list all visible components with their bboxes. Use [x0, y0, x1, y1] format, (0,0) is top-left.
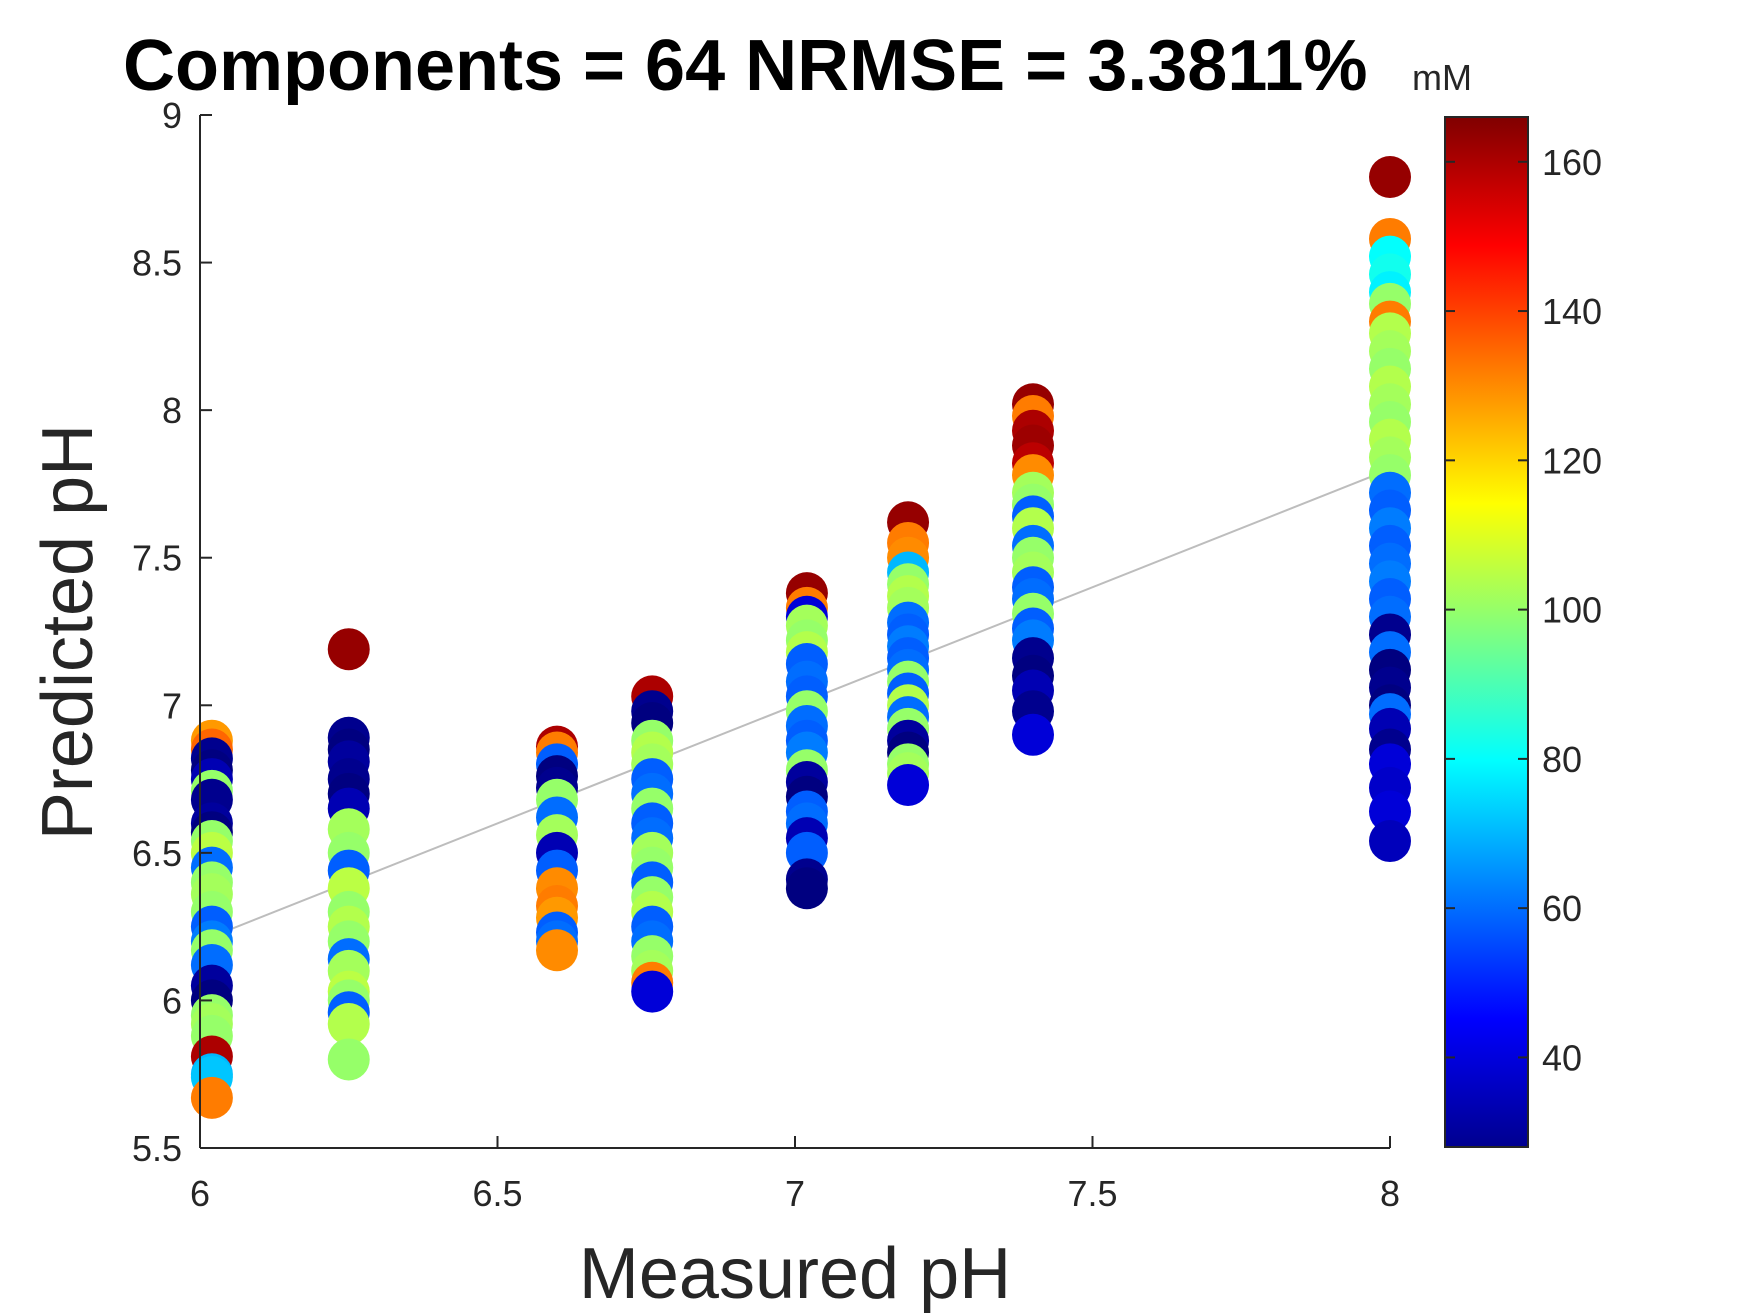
colorbar [1444, 116, 1529, 1148]
colorbar-tick-label: 80 [1542, 739, 1582, 780]
scatter-point [1369, 820, 1411, 863]
scatter-point [327, 1003, 370, 1046]
y-tick-label: 6 [162, 980, 182, 1021]
scatter-point [887, 763, 930, 806]
y-tick-label: 8 [162, 390, 182, 431]
x-tick-label: 6 [190, 1173, 210, 1214]
chart-title: Components = 64 NRMSE = 3.3811% [123, 26, 1367, 106]
y-tick-label: 7 [162, 685, 182, 726]
colorbar-tick-label: 120 [1542, 440, 1602, 481]
y-tick-label: 5.5 [132, 1128, 182, 1169]
scatter-point [785, 867, 828, 910]
colorbar-tick-label: 40 [1542, 1037, 1582, 1078]
y-tick-label: 9 [162, 95, 182, 136]
y-tick-label: 8.5 [132, 243, 182, 284]
colorbar-unit-label: mM [1412, 57, 1472, 98]
x-tick-label: 8 [1380, 1173, 1400, 1214]
scatter-point [327, 1038, 370, 1081]
y-axis-label: Predicted pH [28, 424, 108, 840]
scatter-point [631, 970, 674, 1013]
colorbar-tick-label: 140 [1542, 291, 1602, 332]
scatter-points [190, 155, 1411, 1119]
scatter-point [1369, 155, 1411, 198]
scatter-point [536, 929, 578, 972]
scatter-point [327, 628, 370, 671]
y-tick-label: 7.5 [132, 538, 182, 579]
x-tick-label: 7 [785, 1173, 805, 1214]
colorbar-ticks: 40 60 80 100 120 140 160 [1445, 142, 1602, 1078]
y-tick-label: 6.5 [132, 833, 182, 874]
scatter-point [190, 1076, 233, 1119]
colorbar-tick-label: 160 [1542, 142, 1602, 183]
colorbar-tick-label: 100 [1542, 590, 1602, 631]
x-tick-label: 6.5 [472, 1173, 522, 1214]
colorbar-tick-label: 60 [1542, 888, 1582, 929]
scatter-point [1012, 713, 1054, 756]
x-axis-label: Measured pH [579, 1234, 1011, 1313]
scatter-point [1369, 790, 1411, 833]
axes: 6 6.5 7 7.5 85.566.577.588.59 [132, 95, 1400, 1214]
x-tick-label: 7.5 [1067, 1173, 1117, 1214]
